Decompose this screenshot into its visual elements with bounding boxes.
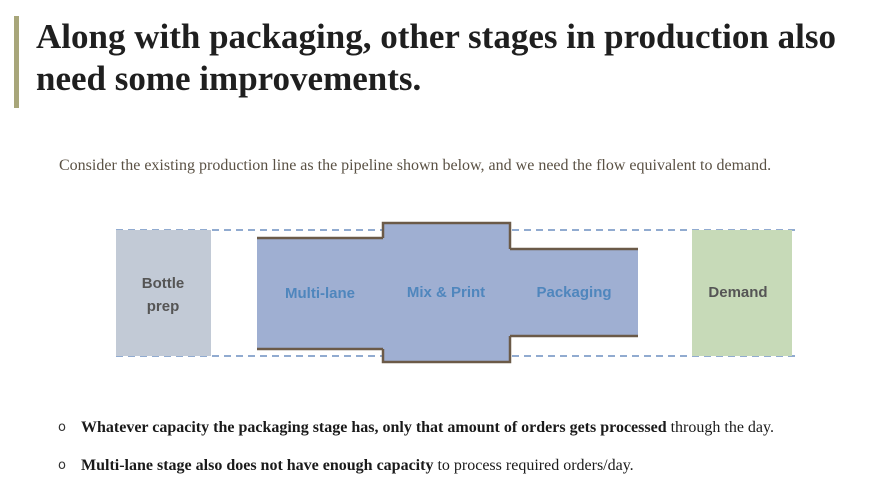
slide-subtitle: Consider the existing production line as… xyxy=(59,157,772,174)
mix-print-label: Mix & Print xyxy=(407,284,485,301)
mix-print-bottom-border xyxy=(381,336,512,364)
bullet-list: o Whatever capacity the packaging stage … xyxy=(58,418,878,494)
bullet-text: through the day. xyxy=(666,419,774,436)
packaging-pipe xyxy=(510,249,638,336)
bullet-text: to process required orders/day. xyxy=(433,457,634,474)
bullet-item: o Multi-lane stage also does not have en… xyxy=(58,456,878,476)
packaging-label: Packaging xyxy=(536,284,611,301)
bottle-prep-box xyxy=(116,230,211,356)
demand-box xyxy=(692,230,792,356)
bullet-bold-text: Multi-lane stage also does not have enou… xyxy=(81,457,434,474)
bottle-prep-label-line2: prep xyxy=(147,298,180,315)
mix-print-pipe xyxy=(383,223,510,362)
multi-lane-pipe xyxy=(257,238,383,349)
mix-print-top-border xyxy=(381,221,512,249)
slide-title: Along with packaging, other stages in pr… xyxy=(36,17,836,98)
demand-label: Demand xyxy=(708,284,767,301)
bottle-prep-label-line1: Bottle xyxy=(142,275,185,292)
multi-lane-label: Multi-lane xyxy=(285,285,355,302)
title-accent-bar xyxy=(14,16,19,108)
bullet-item: o Whatever capacity the packaging stage … xyxy=(58,418,878,438)
bullet-bold-text: Whatever capacity the packaging stage ha… xyxy=(81,419,667,436)
bullet-marker-icon: o xyxy=(58,420,66,435)
bullet-marker-icon: o xyxy=(58,458,66,473)
